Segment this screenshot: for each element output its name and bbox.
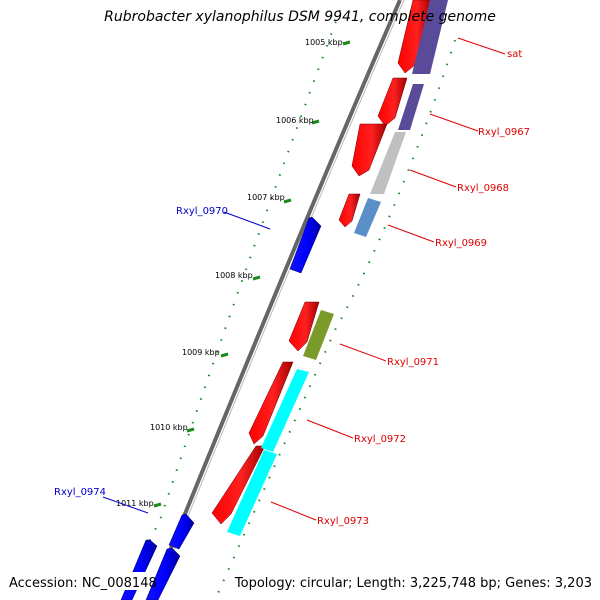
- gene-rxyl-0968[interactable]: [351, 123, 388, 177]
- backbone-circle: [148, 0, 402, 600]
- gene-rxyl-0970[interactable]: [289, 216, 322, 274]
- cog-block-0973: [227, 450, 277, 536]
- tick-label-1005: 1005 kbp: [305, 38, 343, 47]
- label-sat: sat: [507, 49, 522, 60]
- tick-label-1009: 1009 kbp: [182, 348, 220, 357]
- leader-lines: [102, 37, 506, 521]
- footer-accession-bg: [6, 572, 146, 590]
- label-rxyl-0972: Rxyl_0972: [354, 434, 406, 445]
- tick-label-1007: 1007 kbp: [247, 193, 285, 202]
- gene-rxyl-0969[interactable]: [338, 193, 361, 228]
- map-title: Rubrobacter xylanophilus DSM 9941, compl…: [104, 9, 496, 25]
- tick-label-1006: 1006 kbp: [276, 116, 314, 125]
- gene-rxyl-0972[interactable]: [248, 361, 294, 445]
- cog-block-0969: [354, 198, 381, 237]
- tick-label-1008: 1008 kbp: [215, 271, 253, 280]
- footer-topology-bg: [258, 572, 596, 590]
- gene-rxyl-0974[interactable]: [168, 513, 195, 550]
- cog-block-0968: [370, 132, 406, 194]
- cog-block-0971: [303, 310, 334, 360]
- gene-rxyl-0967[interactable]: [377, 77, 408, 127]
- cog-blocks: [227, 0, 448, 536]
- reverse-strand-genes: [120, 216, 322, 600]
- tick-ring-inner: [214, 39, 456, 600]
- gene-rxyl-0976[interactable]: [145, 547, 181, 600]
- cog-block-0972: [261, 369, 309, 452]
- label-rxyl-0967: Rxyl_0967: [478, 127, 530, 138]
- label-rxyl-0973: Rxyl_0973: [317, 516, 369, 527]
- label-rxyl-0969: Rxyl_0969: [435, 238, 487, 249]
- gene-rxyl-0971[interactable]: [288, 301, 320, 352]
- gene-sat[interactable]: [397, 0, 433, 74]
- label-rxyl-0971: Rxyl_0971: [387, 357, 439, 368]
- label-rxyl-0974: Rxyl_0974: [54, 487, 106, 498]
- cog-block-sat: [412, 0, 448, 74]
- topology-text: Topology: circular; Length: 3,225,748 bp…: [234, 576, 592, 591]
- tick-label-1010: 1010 kbp: [150, 423, 188, 432]
- forward-strand-genes: [211, 0, 433, 525]
- tick-label-1011: 1011 kbp: [116, 499, 154, 508]
- label-rxyl-0968: Rxyl_0968: [457, 183, 509, 194]
- backbone-circle-highlight: [153, 0, 405, 600]
- label-rxyl-0970: Rxyl_0970: [176, 206, 228, 217]
- accession-text: Accession: NC_008148: [9, 576, 157, 591]
- cog-block-0967: [398, 84, 424, 130]
- tick-marks: [153, 40, 351, 508]
